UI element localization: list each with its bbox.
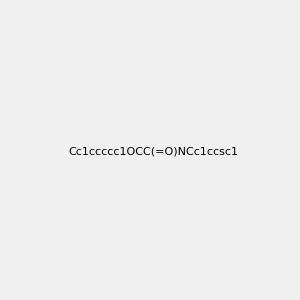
Text: Cc1ccccc1OCC(=O)NCc1ccsc1: Cc1ccccc1OCC(=O)NCc1ccsc1 [69,146,239,157]
